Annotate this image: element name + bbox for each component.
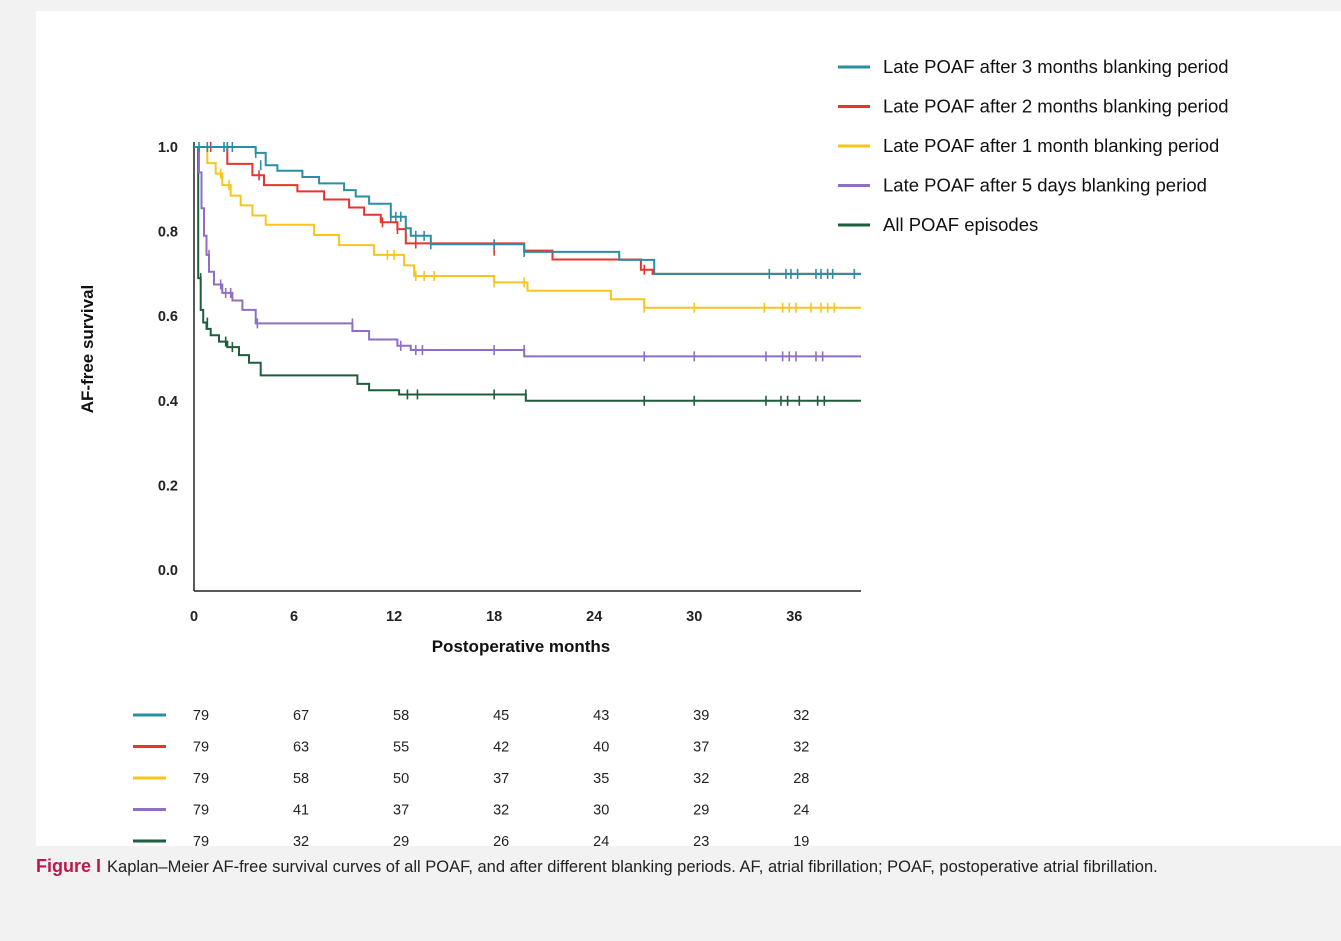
- risk-count: 55: [393, 740, 409, 756]
- risk-count: 24: [793, 803, 809, 819]
- x-axis-label: Postoperative months: [432, 637, 611, 656]
- figure-label: Figure I: [36, 856, 102, 876]
- x-tick-label: 0: [190, 609, 198, 625]
- series-line: [194, 146, 861, 275]
- legend-label: Late POAF after 3 months blanking period: [883, 56, 1229, 77]
- risk-count: 79: [193, 708, 209, 724]
- y-tick-label: 0.2: [158, 478, 178, 494]
- risk-count: 67: [293, 708, 309, 724]
- risk-count: 28: [793, 771, 809, 787]
- risk-count: 39: [693, 708, 709, 724]
- legend-label: Late POAF after 1 month blanking period: [883, 135, 1219, 156]
- caption-text: Kaplan–Meier AF-free survival curves of …: [107, 858, 1158, 876]
- risk-count: 58: [293, 771, 309, 787]
- risk-count: 63: [293, 740, 309, 756]
- y-tick-label: 0.0: [158, 563, 178, 579]
- x-tick-label: 24: [586, 609, 602, 625]
- risk-count: 29: [393, 834, 409, 850]
- x-tick-label: 6: [290, 609, 298, 625]
- legend-label: Late POAF after 5 days blanking period: [883, 175, 1207, 196]
- risk-count: 23: [693, 834, 709, 850]
- x-tick-label: 36: [786, 609, 802, 625]
- series-line: [194, 146, 861, 275]
- risk-count: 37: [493, 771, 509, 787]
- risk-count: 37: [693, 740, 709, 756]
- risk-count: 79: [193, 803, 209, 819]
- legend-label: All POAF episodes: [883, 214, 1038, 235]
- risk-count: 58: [393, 708, 409, 724]
- risk-count: 43: [593, 708, 609, 724]
- survival-curves: [194, 142, 861, 406]
- risk-count: 32: [793, 740, 809, 756]
- y-tick-label: 0.6: [158, 309, 178, 325]
- risk-count: 32: [293, 834, 309, 850]
- risk-count: 32: [793, 708, 809, 724]
- risk-count: 30: [593, 803, 609, 819]
- y-axis-label: AF-free survival: [78, 285, 97, 414]
- risk-count: 40: [593, 740, 609, 756]
- y-tick-label: 0.4: [158, 394, 178, 410]
- risk-count: 29: [693, 803, 709, 819]
- x-tick-label: 30: [686, 609, 702, 625]
- risk-count: 35: [593, 771, 609, 787]
- x-tick-label: 12: [386, 609, 402, 625]
- risk-count: 79: [193, 771, 209, 787]
- axes: 0.0 0.2 0.4 0.6 0.8 1.0 0 6 12 18 24 30 36: [158, 140, 861, 625]
- figure-panel: [36, 11, 1341, 846]
- legend-label: Late POAF after 2 months blanking period: [883, 96, 1229, 117]
- y-tick-label: 0.8: [158, 225, 178, 241]
- risk-table: 79 67 58 45 43 39 32 79 63 55 42 40 37 32 79 58 50 37 35 32…: [133, 708, 809, 850]
- y-tick-label: 1.0: [158, 140, 178, 156]
- series-line: [194, 146, 861, 358]
- risk-count: 32: [493, 803, 509, 819]
- risk-count: 32: [693, 771, 709, 787]
- figure-caption: Figure I Kaplan–Meier AF-free survival cu…: [36, 853, 1336, 881]
- risk-count: 24: [593, 834, 609, 850]
- risk-count: 26: [493, 834, 509, 850]
- risk-count: 37: [393, 803, 409, 819]
- risk-count: 42: [493, 740, 509, 756]
- risk-count: 45: [493, 708, 509, 724]
- risk-count: 79: [193, 740, 209, 756]
- legend: Late POAF after 3 months blanking period…: [838, 56, 1229, 235]
- risk-count: 50: [393, 771, 409, 787]
- x-tick-label: 18: [486, 609, 502, 625]
- risk-count: 41: [293, 803, 309, 819]
- risk-count: 79: [193, 834, 209, 850]
- series-line: [194, 146, 861, 309]
- risk-count: 19: [793, 834, 809, 850]
